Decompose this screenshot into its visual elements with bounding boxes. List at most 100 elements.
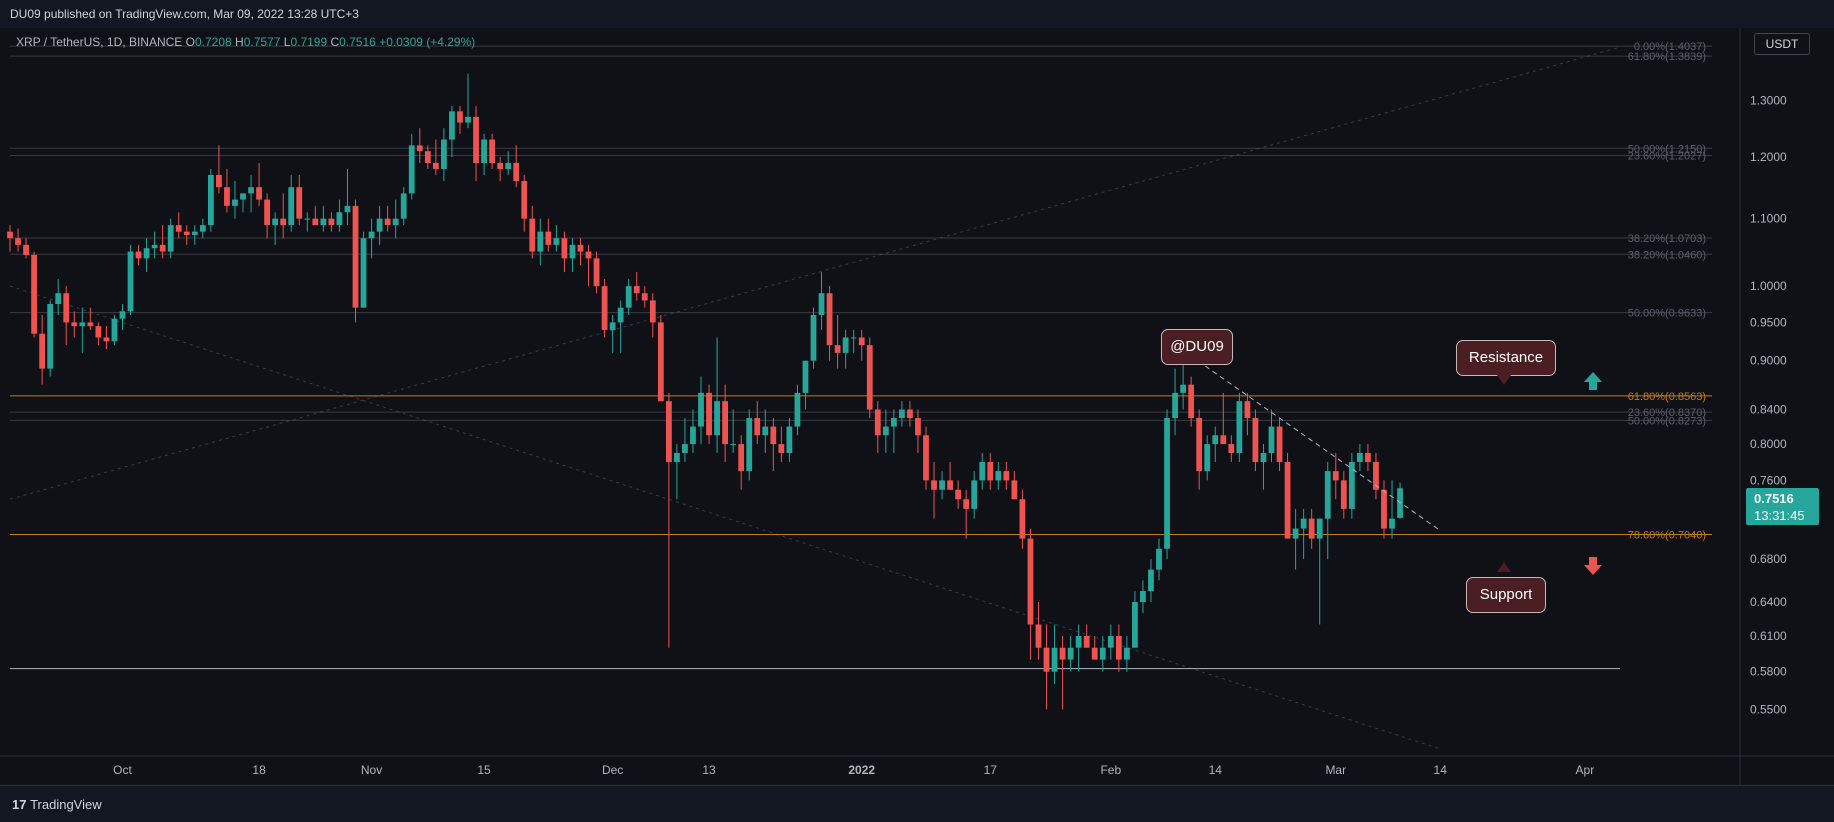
candle-body-23: [191, 231, 198, 235]
candle-body-9: [79, 322, 86, 327]
fib-level-label-4: 38.20%(1.0703): [1628, 233, 1706, 245]
candle-body-129: [1043, 647, 1050, 672]
fib-level-label-8: 23.60%(0.8370): [1628, 407, 1706, 419]
candle-body-29: [240, 193, 246, 200]
plot-background: [0, 28, 1834, 785]
candle-body-145: [1172, 392, 1178, 419]
x-tick-11: 14: [1434, 763, 1448, 777]
y-tick-5: 0.9000: [1750, 354, 1787, 368]
candle-body-59: [481, 139, 487, 163]
candle-body-155: [1252, 418, 1259, 462]
candle-body-52: [424, 151, 431, 163]
fib-level-label-10: 78.60%(0.7040): [1628, 530, 1706, 542]
candle-body-104: [842, 337, 849, 353]
candle-body-91: [738, 444, 745, 472]
candle-body-75: [609, 322, 616, 330]
candle-body-44: [360, 238, 367, 308]
candle-body-57: [465, 116, 471, 123]
candle-body-111: [898, 409, 905, 419]
candle-body-137: [1107, 636, 1114, 648]
candle-body-98: [794, 392, 801, 427]
candle-body-139: [1123, 647, 1130, 660]
candle-body-112: [907, 409, 913, 419]
candle-body-61: [497, 162, 504, 169]
x-tick-7: 17: [984, 763, 998, 777]
candle-body-163: [1316, 518, 1323, 539]
up-arrow-icon: [1584, 372, 1602, 382]
last-price: 0.7516: [1754, 491, 1794, 506]
candle-body-3: [31, 254, 37, 334]
candle-body-24: [199, 225, 206, 232]
candle-body-171: [1381, 489, 1387, 529]
candle-body-164: [1324, 471, 1331, 519]
candle-body-72: [585, 251, 592, 259]
tradingview-brand[interactable]: 17 TradingView: [12, 797, 102, 812]
candle-body-8: [71, 322, 78, 327]
candle-body-43: [352, 205, 359, 308]
candle-body-122: [987, 461, 994, 481]
candle-body-77: [625, 286, 632, 308]
open-label: O: [185, 35, 195, 49]
y-tick-0: 1.3000: [1750, 93, 1787, 107]
candle-body-96: [778, 444, 785, 453]
candle-body-5: [47, 304, 54, 369]
candle-body-12: [103, 337, 110, 342]
candle-body-121: [979, 461, 986, 481]
resistance-pointer: [1497, 375, 1511, 385]
candle-body-157: [1268, 426, 1275, 453]
candle-body-4: [39, 333, 46, 369]
x-tick-1: 18: [252, 763, 266, 777]
candle-body-68: [553, 238, 560, 245]
x-tick-5: 13: [702, 763, 716, 777]
y-tick-4: 0.9500: [1750, 315, 1787, 329]
candle-body-118: [955, 489, 962, 500]
candle-body-101: [818, 293, 825, 316]
candle-body-7: [63, 293, 70, 323]
candle-body-94: [762, 426, 769, 436]
bar-countdown: 13:31:45: [1754, 508, 1805, 523]
candle-body-82: [665, 401, 672, 462]
candle-body-16: [135, 251, 142, 259]
candle-body-56: [457, 111, 463, 123]
candle-body-32: [264, 199, 271, 226]
symbol-name[interactable]: XRP / TetherUS, 1D, BINANCE: [16, 35, 183, 49]
candle-body-1: [15, 238, 21, 245]
candle-body-80: [649, 300, 656, 323]
candle-body-161: [1300, 518, 1307, 529]
candle-body-31: [256, 187, 262, 200]
candle-body-166: [1340, 480, 1347, 509]
currency-selector[interactable]: USDT: [1754, 33, 1810, 55]
x-tick-4: Dec: [602, 763, 623, 777]
faint-fib-line-1: [9, 285, 1441, 750]
price-chart[interactable]: 0.00%(1.4037)61.80%(1.3839) 50.00%(1.2150…: [0, 28, 1834, 785]
author-watermark: @DU09: [1161, 329, 1233, 365]
candle-body-39: [320, 218, 327, 226]
candle-body-127: [1027, 538, 1034, 625]
fib-level-label-6: 50.00%(0.9633): [1628, 308, 1706, 320]
candle-body-152: [1228, 444, 1235, 453]
candle-body-124: [1003, 471, 1010, 481]
candle-body-11: [95, 326, 102, 338]
candle-body-119: [963, 499, 970, 509]
up-arrow-stem: [1589, 382, 1597, 390]
candle-body-49: [400, 193, 407, 219]
candle-body-67: [545, 231, 552, 245]
candle-body-147: [1188, 384, 1195, 419]
chart-area[interactable]: 0.00%(1.4037) 61.80%(1.3839) 50.00%(1.2150…: [0, 28, 1834, 785]
candle-body-64: [521, 181, 528, 219]
candle-body-36: [296, 187, 303, 219]
candle-body-153: [1236, 401, 1243, 453]
candle-body-158: [1276, 426, 1283, 462]
candle-body-47: [384, 218, 391, 226]
candle-body-131: [1059, 647, 1066, 660]
candle-body-167: [1348, 461, 1355, 509]
fib-level-label-2: 50.00%(1.2150): [1628, 143, 1706, 155]
brand-label: TradingView: [30, 797, 102, 812]
candle-body-13: [111, 318, 118, 342]
candle-body-144: [1164, 418, 1170, 549]
candle-body-54: [440, 139, 447, 169]
candle-body-128: [1035, 624, 1042, 648]
low-label: L: [283, 35, 291, 49]
candle-body-116: [939, 480, 945, 490]
candle-body-83: [674, 452, 680, 462]
